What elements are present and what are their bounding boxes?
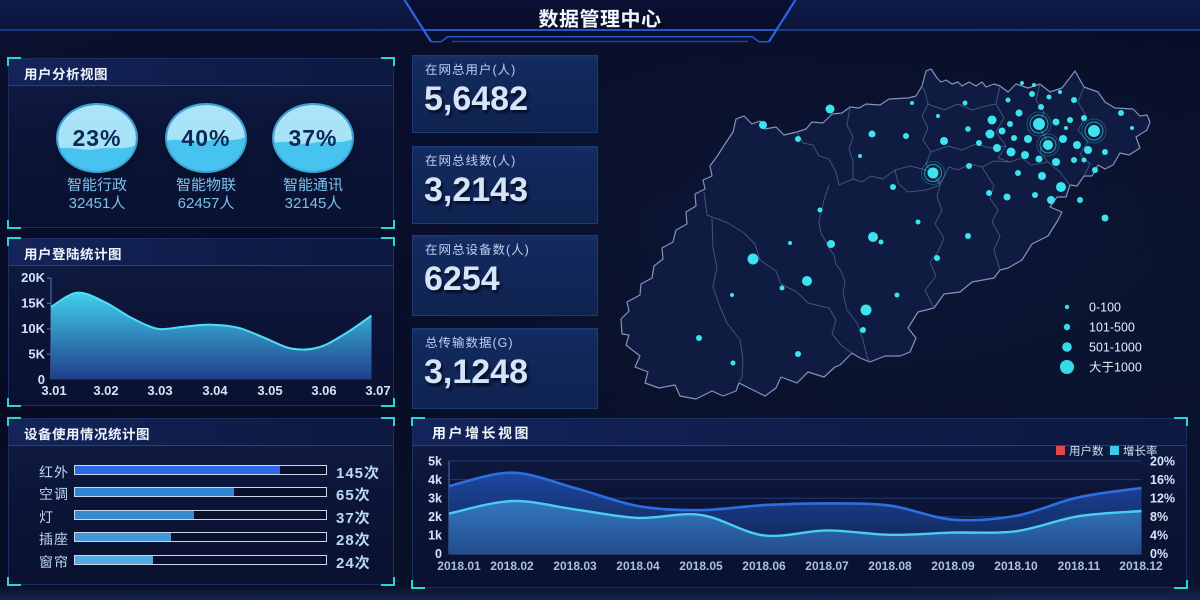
- svg-text:0-100: 0-100: [1089, 297, 1121, 316]
- svg-text:2018.09: 2018.09: [931, 559, 975, 573]
- svg-text:5K: 5K: [28, 347, 45, 362]
- svg-text:2018.11: 2018.11: [1058, 559, 1101, 573]
- svg-text:3.07: 3.07: [365, 383, 390, 398]
- svg-text:8%: 8%: [1150, 510, 1168, 524]
- svg-text:4k: 4k: [428, 473, 442, 487]
- svg-text:5k: 5k: [428, 455, 442, 469]
- svg-text:12%: 12%: [1150, 492, 1175, 506]
- svg-text:3.03: 3.03: [147, 383, 172, 398]
- svg-text:20K: 20K: [21, 270, 45, 285]
- svg-text:数据管理中心: 数据管理中心: [539, 3, 662, 32]
- svg-text:10K: 10K: [21, 321, 45, 336]
- svg-text:15K: 15K: [21, 296, 45, 311]
- svg-text:2018.07: 2018.07: [805, 559, 849, 573]
- svg-text:2018.04: 2018.04: [616, 559, 660, 573]
- svg-text:1k: 1k: [428, 529, 442, 543]
- svg-text:3k: 3k: [428, 492, 442, 506]
- svg-text:0%: 0%: [1150, 547, 1168, 561]
- svg-text:用户数: 用户数: [1069, 443, 1104, 459]
- svg-text:3.01: 3.01: [41, 383, 66, 398]
- svg-text:2k: 2k: [428, 510, 442, 524]
- svg-text:4%: 4%: [1150, 529, 1168, 543]
- svg-text:大于1000: 大于1000: [1089, 357, 1142, 376]
- svg-text:3.05: 3.05: [257, 383, 282, 398]
- svg-text:2018.10: 2018.10: [994, 559, 1038, 573]
- svg-text:3.06: 3.06: [311, 383, 336, 398]
- svg-text:0: 0: [38, 372, 45, 387]
- svg-text:2018.05: 2018.05: [679, 559, 723, 573]
- svg-text:501-1000: 501-1000: [1089, 337, 1142, 356]
- svg-text:2018.06: 2018.06: [742, 559, 786, 573]
- svg-text:101-500: 101-500: [1089, 317, 1135, 336]
- svg-text:2018.08: 2018.08: [868, 559, 912, 573]
- svg-text:20%: 20%: [1150, 455, 1175, 469]
- svg-text:3.02: 3.02: [93, 383, 118, 398]
- svg-text:2018.03: 2018.03: [553, 559, 597, 573]
- svg-text:0: 0: [435, 547, 442, 561]
- svg-text:2018.02: 2018.02: [490, 559, 534, 573]
- svg-text:16%: 16%: [1150, 473, 1175, 487]
- svg-text:2018.01: 2018.01: [437, 559, 481, 573]
- svg-text:3.04: 3.04: [202, 383, 228, 398]
- svg-text:增长率: 增长率: [1123, 443, 1158, 459]
- svg-text:2018.12: 2018.12: [1119, 559, 1163, 573]
